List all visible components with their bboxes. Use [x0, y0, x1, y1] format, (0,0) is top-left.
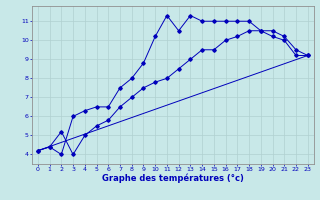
- X-axis label: Graphe des températures (°c): Graphe des températures (°c): [102, 174, 244, 183]
